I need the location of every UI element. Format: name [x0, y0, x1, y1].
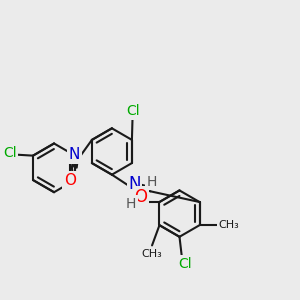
Text: O: O [134, 188, 147, 206]
Text: H: H [126, 196, 136, 211]
Text: Cl: Cl [127, 104, 140, 118]
Text: N: N [128, 176, 141, 194]
Text: CH₃: CH₃ [218, 220, 239, 230]
Text: H: H [147, 175, 157, 189]
Text: O: O [64, 173, 76, 188]
Text: CH₃: CH₃ [142, 249, 162, 259]
Text: N: N [68, 148, 80, 163]
Text: Cl: Cl [178, 256, 192, 271]
Text: Cl: Cl [3, 146, 17, 160]
